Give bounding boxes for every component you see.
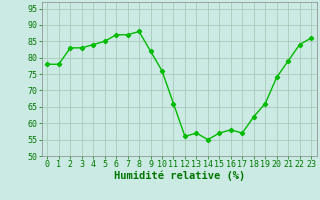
X-axis label: Humidité relative (%): Humidité relative (%)	[114, 171, 245, 181]
